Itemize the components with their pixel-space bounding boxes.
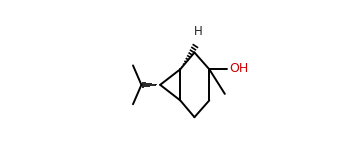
Text: H: H	[194, 25, 203, 38]
Text: OH: OH	[229, 62, 249, 75]
